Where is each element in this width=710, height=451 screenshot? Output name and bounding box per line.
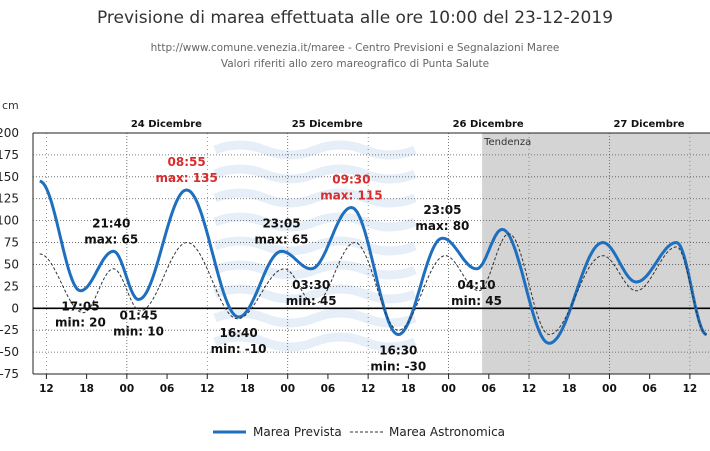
chart-title: Previsione di marea effettuata alle ore … — [96, 8, 614, 28]
trough-time-label: 17:05 — [61, 300, 99, 314]
y-axis-label: cm — [2, 99, 19, 112]
y-tick-label: 175 — [0, 148, 19, 162]
y-tick-label: -75 — [0, 367, 19, 381]
chart-subtitle-source: http://www.comune.venezia.it/maree - Cen… — [150, 42, 560, 54]
x-tick-label: 12 — [200, 383, 215, 395]
y-tick-label: -25 — [0, 323, 19, 337]
x-tick-label: 18 — [401, 383, 416, 395]
legend: Marea Prevista Marea Astronomica — [213, 425, 505, 439]
peak-value-label: max: 135 — [155, 171, 217, 185]
x-tick-label: 06 — [642, 383, 657, 395]
trough-value-label: min: -10 — [211, 342, 267, 356]
x-tick-label: 00 — [280, 383, 295, 395]
y-tick-label: 25 — [4, 279, 19, 293]
day-label: 24 Dicembre — [131, 119, 202, 130]
peak-value-label: max: 80 — [415, 219, 469, 233]
peak-time-label: 08:55 — [168, 155, 206, 169]
legend-label-marea-astronomica: Marea Astronomica — [389, 425, 505, 439]
trough-value-label: min: 10 — [113, 325, 164, 339]
y-tick-label: 200 — [0, 126, 19, 140]
watermark-wave — [213, 260, 417, 280]
trough-value-label: min: 45 — [286, 294, 337, 308]
series-line-marea-prevista — [39, 179, 708, 345]
x-tick-label: 12 — [361, 383, 376, 395]
trough-time-label: 01:45 — [119, 309, 157, 323]
trend-region — [482, 133, 710, 374]
peak-value-label: max: 115 — [320, 188, 382, 202]
watermark-wave — [213, 284, 417, 304]
peak-time-label: 09:30 — [332, 172, 370, 186]
x-tick-label: 12 — [39, 383, 54, 395]
x-tick-label: 18 — [240, 383, 255, 395]
trough-time-label: 16:30 — [379, 344, 417, 358]
peak-time-label: 23:05 — [262, 216, 300, 230]
x-tick-label: 12 — [522, 383, 537, 395]
trough-time-label: 04:10 — [457, 278, 495, 292]
watermark-wave — [213, 140, 417, 160]
day-label: 25 Dicembre — [292, 119, 363, 130]
day-label: 26 Dicembre — [453, 119, 524, 130]
chart-subtitle-reference: Valori riferiti allo zero mareografico d… — [220, 58, 490, 70]
y-tick-label: -50 — [0, 345, 19, 359]
trough-value-label: min: 45 — [451, 294, 502, 308]
trend-label: Tendenza — [483, 137, 531, 148]
y-tick-label: 50 — [4, 257, 19, 271]
trough-value-label: min: -30 — [370, 360, 426, 374]
trough-time-label: 03:30 — [292, 278, 330, 292]
x-tick-label: 00 — [602, 383, 617, 395]
y-tick-label: 100 — [0, 214, 19, 228]
watermark-logo — [213, 140, 417, 352]
y-tick-label: 0 — [11, 301, 19, 315]
watermark-wave — [213, 212, 417, 232]
watermark-wave — [213, 236, 417, 256]
peak-time-label: 21:40 — [92, 216, 130, 230]
x-tick-label: 12 — [683, 383, 698, 395]
x-tick-label: 06 — [160, 383, 175, 395]
watermark-wave — [213, 188, 417, 208]
x-tick-label: 06 — [321, 383, 336, 395]
peak-time-label: 23:05 — [423, 203, 461, 217]
legend-label-marea-prevista: Marea Prevista — [253, 425, 342, 439]
y-tick-label: 75 — [4, 236, 19, 250]
trough-time-label: 16:40 — [219, 326, 257, 340]
watermark-wave — [213, 332, 417, 352]
x-tick-label: 00 — [120, 383, 135, 395]
watermark-wave — [213, 164, 417, 184]
series-line-marea-astronomica — [39, 233, 707, 336]
x-tick-label: 18 — [562, 383, 577, 395]
watermark-wave — [213, 308, 417, 328]
trough-value-label: min: 20 — [55, 316, 106, 330]
y-tick-label: 150 — [0, 170, 19, 184]
y-tick-label: 125 — [0, 192, 19, 206]
x-tick-label: 00 — [441, 383, 456, 395]
x-tick-label: 18 — [79, 383, 94, 395]
peak-value-label: max: 65 — [255, 232, 309, 246]
peak-value-label: max: 65 — [84, 232, 138, 246]
day-label: 27 Dicembre — [613, 119, 684, 130]
x-tick-label: 06 — [481, 383, 496, 395]
